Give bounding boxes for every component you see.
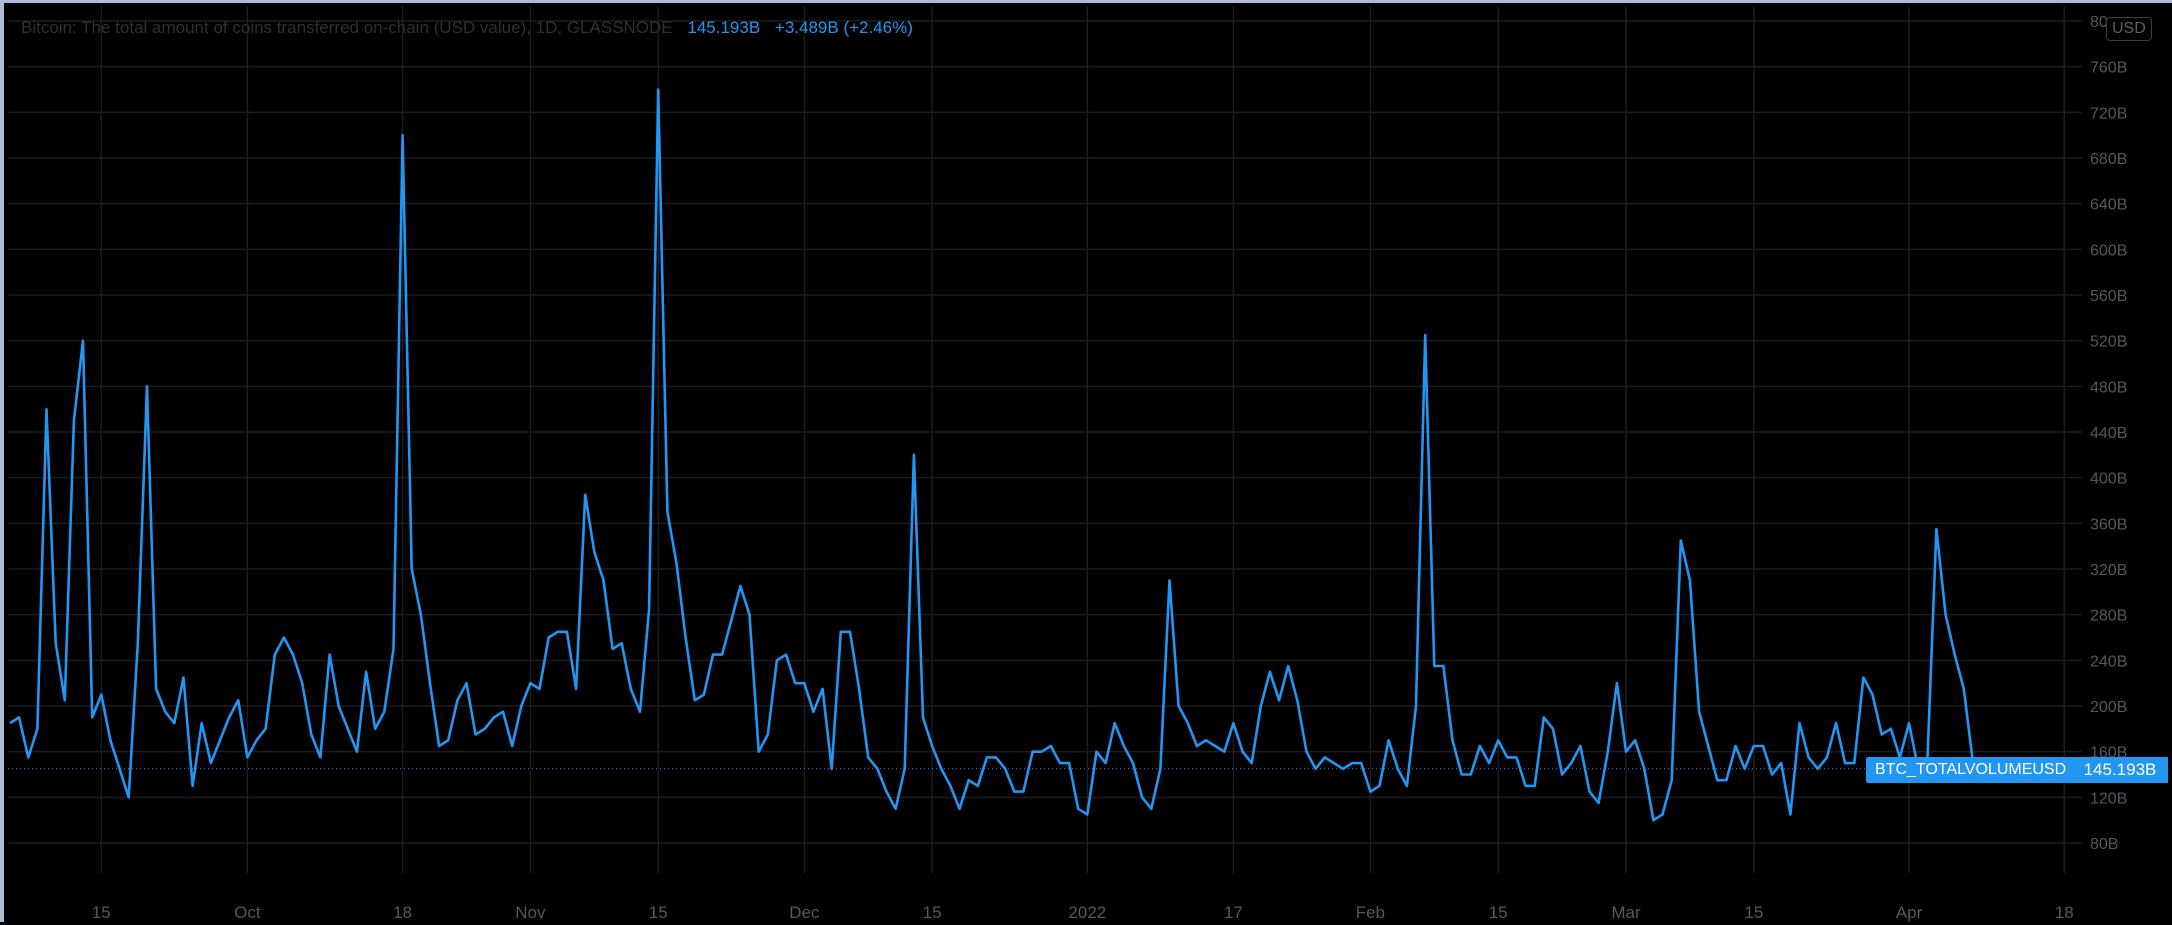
y-tick-label: 400B xyxy=(2090,471,2127,488)
y-tick-label: 80B xyxy=(2090,836,2118,853)
y-tick-label: 520B xyxy=(2090,334,2127,351)
y-tick-label: 80 xyxy=(2090,14,2108,31)
legend-value: 145.193B xyxy=(687,18,761,37)
legend-title: Bitcoin: The total amount of coins trans… xyxy=(21,18,673,37)
x-tick-label: Oct xyxy=(234,903,261,922)
y-tick-label: 560B xyxy=(2090,288,2127,305)
x-tick-label: 15 xyxy=(649,903,668,922)
x-tick-label: Feb xyxy=(1356,903,1385,922)
chart-canvas[interactable]: 80B120B160B200B240B280B320B360B400B440B4… xyxy=(4,3,2172,925)
y-tick-label: 680B xyxy=(2090,151,2127,168)
x-tick-label: 15 xyxy=(92,903,111,922)
x-tick-label: Dec xyxy=(789,903,820,922)
x-tick-label: 17 xyxy=(1224,903,1243,922)
y-tick-label: 320B xyxy=(2090,562,2127,579)
y-tick-label: 480B xyxy=(2090,379,2127,396)
x-tick-label: 18 xyxy=(2055,903,2074,922)
x-tick-label: Nov xyxy=(515,903,546,922)
y-tick-label: 600B xyxy=(2090,242,2127,259)
series-line xyxy=(9,88,1983,822)
x-tick-label: Mar xyxy=(1611,903,1641,922)
y-tick-label: 440B xyxy=(2090,425,2127,442)
y-tick-label: 240B xyxy=(2090,653,2127,670)
x-tick-label: 15 xyxy=(923,903,942,922)
x-tick-label: Apr xyxy=(1896,903,1923,922)
x-tick-label: 18 xyxy=(393,903,412,922)
last-value-tag: 145.193B xyxy=(2072,757,2168,783)
y-tick-label: 200B xyxy=(2090,699,2127,716)
y-tick-label: 720B xyxy=(2090,105,2127,122)
legend-change: +3.489B (+2.46%) xyxy=(774,18,913,37)
x-tick-label: 2022 xyxy=(1068,903,1106,922)
y-tick-label: 640B xyxy=(2090,197,2127,214)
y-tick-label: 120B xyxy=(2090,790,2127,807)
currency-badge[interactable]: USD xyxy=(2106,17,2152,41)
x-tick-label: 15 xyxy=(1744,903,1763,922)
series-name-tag: BTC_TOTALVOLUMEUSD xyxy=(1866,757,2076,783)
x-tick-label: 15 xyxy=(1489,903,1508,922)
y-tick-label: 280B xyxy=(2090,608,2127,625)
chart-legend: Bitcoin: The total amount of coins trans… xyxy=(21,18,913,38)
y-tick-label: 760B xyxy=(2090,60,2127,77)
y-tick-label: 360B xyxy=(2090,516,2127,533)
